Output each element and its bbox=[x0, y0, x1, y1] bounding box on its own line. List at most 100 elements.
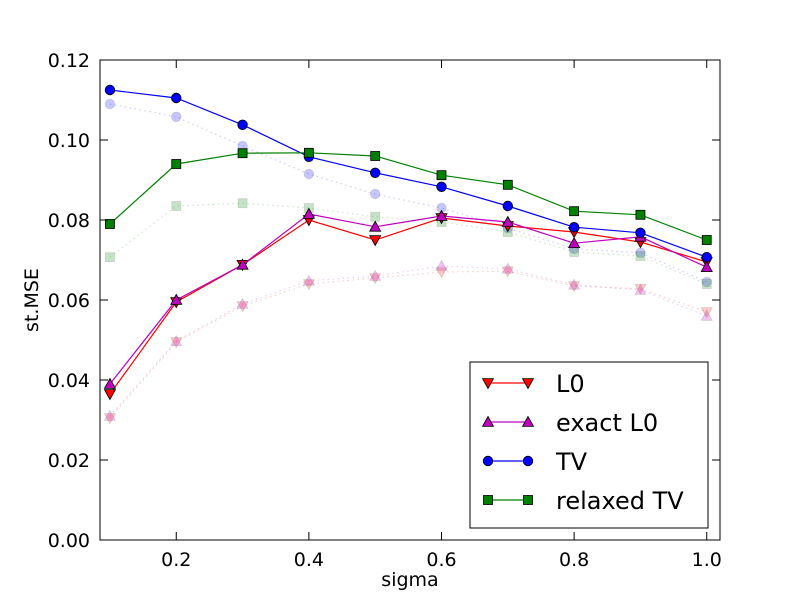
data-point-exact-l0-faded bbox=[103, 409, 117, 421]
data-point-l0-faded bbox=[567, 281, 581, 293]
data-point-l0 bbox=[369, 235, 382, 247]
y-tick-label: 0.12 bbox=[48, 50, 90, 72]
y-tick-label: 0.02 bbox=[48, 450, 90, 472]
data-point-l0-faded bbox=[170, 337, 183, 349]
data-point-exact-l0-faded bbox=[369, 269, 382, 281]
data-point-relaxed-tv bbox=[237, 148, 248, 159]
legend-marker-tv bbox=[522, 455, 534, 467]
x-tick-label: 0.6 bbox=[426, 549, 456, 571]
series-tv-faded bbox=[104, 98, 712, 288]
data-point-exact-l0-faded bbox=[236, 297, 249, 309]
data-point-relaxed-tv bbox=[635, 209, 646, 220]
data-point-exact-l0 bbox=[236, 258, 249, 270]
data-point-exact-l0 bbox=[567, 236, 581, 249]
data-point-exact-l0-faded bbox=[634, 283, 647, 295]
data-point-tv-faded bbox=[104, 98, 116, 110]
legend-label-exact-l0: exact L0 bbox=[556, 409, 658, 437]
data-point-l0-faded bbox=[501, 266, 514, 278]
data-point-exact-l0 bbox=[103, 377, 117, 389]
series-line-l0-faded bbox=[109, 270, 707, 419]
data-point-relaxed-tv bbox=[303, 147, 314, 158]
series-line-relaxed-tv-faded bbox=[109, 202, 707, 285]
data-point-relaxed-tv-faded bbox=[701, 279, 712, 289]
y-tick-label: 0.10 bbox=[48, 130, 90, 152]
axis-ticks: 0.2 0.4 0.6 0.8 1.0 0.00 0.02 0.04 0.06 0.08 0.10 0… bbox=[48, 50, 722, 571]
data-point-tv-faded bbox=[171, 111, 182, 123]
data-point-tv bbox=[635, 227, 646, 239]
series-line-tv-faded bbox=[109, 103, 707, 283]
legend-marker-relaxed-tv bbox=[523, 495, 533, 505]
y-tick-label: 0.06 bbox=[48, 290, 90, 312]
data-point-l0-faded bbox=[700, 307, 713, 319]
data-point-l0-faded bbox=[634, 283, 647, 296]
data-point-relaxed-tv-faded bbox=[569, 247, 580, 257]
legend-label-relaxed-tv: relaxed TV bbox=[556, 487, 684, 515]
data-point-exact-l0-faded bbox=[501, 262, 514, 274]
data-point-relaxed-tv-faded bbox=[105, 252, 115, 263]
data-point-tv-faded bbox=[369, 188, 381, 200]
data-point-exact-l0 bbox=[170, 293, 183, 305]
series-line-tv bbox=[109, 89, 707, 258]
y-tick-label: 0.04 bbox=[48, 370, 90, 392]
data-point-exact-l0 bbox=[700, 260, 713, 273]
data-point-tv bbox=[502, 200, 514, 212]
legend-marker-tv bbox=[482, 455, 494, 467]
data-point-exact-l0-faded bbox=[567, 278, 581, 290]
data-point-tv bbox=[369, 167, 381, 179]
series-l0-faded bbox=[103, 266, 713, 425]
x-tick-label: 1.0 bbox=[692, 549, 722, 571]
y-tick-label: 0.00 bbox=[48, 530, 90, 552]
series-relaxed-tv bbox=[105, 147, 712, 245]
data-point-tv bbox=[237, 119, 248, 131]
data-point-tv bbox=[104, 84, 116, 96]
data-point-tv bbox=[701, 252, 712, 263]
series-tv bbox=[104, 84, 712, 263]
data-point-l0 bbox=[103, 389, 117, 401]
series-line-exact-l0 bbox=[109, 213, 707, 385]
data-point-relaxed-tv bbox=[370, 151, 381, 161]
x-tick-label: 0.8 bbox=[559, 549, 589, 571]
data-point-tv bbox=[436, 181, 447, 193]
data-point-exact-l0-faded bbox=[435, 259, 448, 271]
legend-marker-relaxed-tv bbox=[483, 495, 493, 505]
data-point-relaxed-tv bbox=[502, 179, 513, 190]
series-layer bbox=[103, 84, 713, 401]
legend-marker-l0 bbox=[521, 378, 535, 390]
data-point-exact-l0 bbox=[369, 220, 382, 232]
data-point-exact-l0 bbox=[501, 215, 514, 227]
data-point-l0-faded bbox=[236, 301, 249, 313]
y-axis-label: st.MSE bbox=[21, 268, 43, 332]
data-point-relaxed-tv bbox=[701, 235, 712, 245]
data-point-exact-l0-faded bbox=[700, 309, 713, 321]
data-point-exact-l0-faded bbox=[170, 334, 183, 347]
data-point-exact-l0-faded bbox=[302, 274, 316, 286]
data-point-tv-faded bbox=[701, 276, 712, 288]
legend-label-tv: TV bbox=[555, 448, 588, 476]
data-point-tv bbox=[568, 221, 580, 233]
data-point-relaxed-tv bbox=[569, 206, 580, 217]
y-tick-label: 0.08 bbox=[48, 210, 90, 232]
series-line-l0 bbox=[109, 217, 707, 395]
data-point-l0-faded bbox=[302, 279, 316, 291]
data-point-tv-faded bbox=[303, 168, 315, 180]
legend-marker-exact-l0 bbox=[481, 415, 495, 427]
series-exact-l0-faded bbox=[103, 259, 713, 421]
x-axis-label: sigma bbox=[381, 569, 438, 591]
data-point-l0-faded bbox=[103, 413, 117, 425]
series-exact-l0 bbox=[103, 207, 713, 389]
legend-label-l0: L0 bbox=[556, 370, 585, 398]
x-tick-label: 0.2 bbox=[161, 549, 191, 571]
data-point-relaxed-tv-faded bbox=[635, 251, 646, 261]
data-point-relaxed-tv bbox=[436, 170, 447, 181]
data-point-relaxed-tv-faded bbox=[237, 198, 248, 209]
data-point-relaxed-tv bbox=[171, 159, 182, 169]
legend-marker-l0 bbox=[481, 378, 495, 390]
data-point-relaxed-tv bbox=[105, 219, 115, 229]
data-point-relaxed-tv-faded bbox=[370, 211, 381, 222]
data-point-exact-l0 bbox=[302, 207, 316, 219]
legend-marker-exact-l0 bbox=[521, 415, 535, 427]
legend: L0 exact L0 TV relaxed TV bbox=[469, 361, 709, 529]
data-point-l0-faded bbox=[435, 267, 448, 279]
data-point-relaxed-tv-faded bbox=[171, 201, 182, 211]
